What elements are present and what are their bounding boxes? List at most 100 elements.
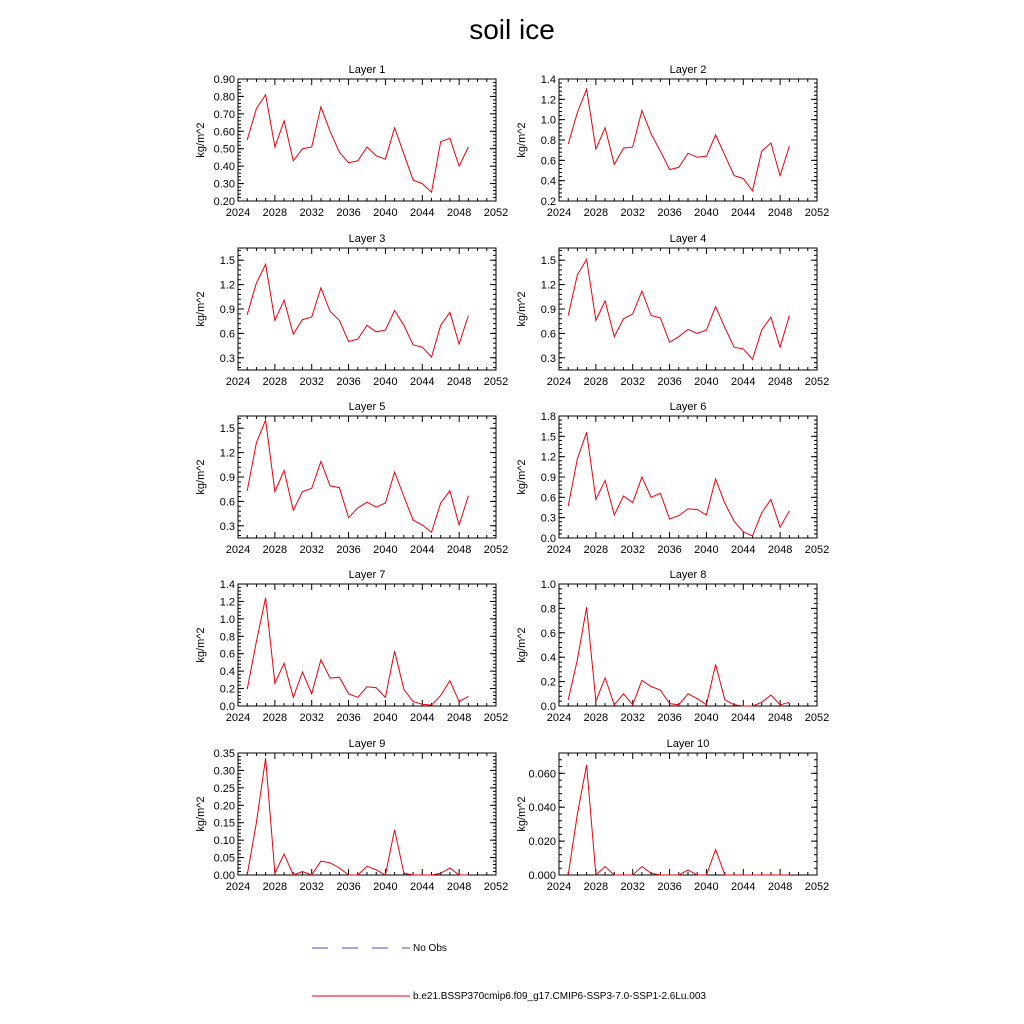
x-tick-label: 2024 (226, 712, 250, 724)
x-tick-label: 2048 (447, 207, 471, 219)
panel-title: Layer 7 (349, 569, 386, 581)
x-tick-label: 2052 (805, 712, 829, 724)
y-tick-label: 0.35 (214, 748, 235, 760)
x-tick-label: 2052 (484, 881, 508, 893)
series-line (567, 257, 790, 361)
chart-panel-8: Layer 8 kg/m^2 2024 2028 2032 2036 2040 2044 204… (516, 569, 829, 724)
y-tick-label: 0.6 (541, 492, 556, 504)
y-axis-label: kg/m^2 (195, 291, 207, 326)
y-axis-label: kg/m^2 (516, 291, 528, 326)
series-line (246, 93, 469, 194)
y-tick-label: 0.9 (220, 304, 235, 316)
panel-title: Layer 8 (670, 569, 707, 581)
y-tick-label: 0.0 (220, 701, 235, 713)
panel-title: Layer 9 (349, 738, 386, 750)
y-tick-label: 0.20 (214, 196, 235, 208)
y-axis-label: kg/m^2 (516, 796, 528, 831)
y-tick-label: 0.2 (541, 196, 556, 208)
plot-frame (558, 415, 818, 539)
series-line (246, 758, 469, 876)
y-tick-label: 0.020 (528, 836, 556, 848)
x-tick-label: 2028 (263, 376, 287, 388)
series-line (567, 432, 790, 537)
x-tick-label: 2048 (768, 207, 792, 219)
x-tick-label: 2040 (373, 207, 397, 219)
x-tick-label: 2032 (299, 544, 323, 556)
y-tick-label: 1.8 (541, 411, 556, 423)
x-tick-label: 2044 (731, 712, 755, 724)
y-tick-label: 0.60 (214, 126, 235, 138)
y-tick-label: 0.3 (220, 353, 235, 365)
y-tick-label: 0.9 (220, 472, 235, 484)
x-tick-label: 2028 (584, 712, 608, 724)
y-tick-label: 0.2 (541, 677, 556, 689)
y-tick-label: 1.5 (541, 431, 556, 443)
series-line (567, 764, 790, 877)
y-tick-label: 0.6 (220, 496, 235, 508)
x-tick-label: 2028 (263, 207, 287, 219)
x-tick-label: 2036 (336, 207, 360, 219)
x-tick-label: 2040 (694, 207, 718, 219)
x-tick-label: 2028 (263, 881, 287, 893)
x-tick-label: 2028 (263, 712, 287, 724)
x-tick-label: 2036 (336, 544, 360, 556)
panel-title: Layer 1 (349, 64, 386, 76)
plot-frame (558, 752, 818, 876)
y-tick-label: 0.20 (214, 800, 235, 812)
y-tick-label: 0.8 (220, 631, 235, 643)
x-tick-label: 2028 (584, 544, 608, 556)
x-tick-label: 2048 (768, 544, 792, 556)
y-tick-label: 0.8 (541, 135, 556, 147)
x-tick-label: 2044 (410, 881, 434, 893)
x-tick-label: 2032 (620, 376, 644, 388)
y-axis-label: kg/m^2 (516, 459, 528, 494)
x-tick-label: 2024 (547, 544, 571, 556)
x-tick-label: 2040 (373, 881, 397, 893)
y-tick-label: 1.2 (541, 280, 556, 292)
x-tick-label: 2052 (484, 207, 508, 219)
x-tick-label: 2024 (226, 376, 250, 388)
x-tick-label: 2044 (731, 376, 755, 388)
plot-frame (558, 247, 818, 371)
y-tick-label: 0.9 (541, 472, 556, 484)
x-tick-label: 2052 (805, 207, 829, 219)
y-tick-label: 0.30 (214, 765, 235, 777)
y-tick-label: 0.040 (528, 802, 556, 814)
y-tick-label: 0.3 (541, 513, 556, 525)
y-tick-label: 0.4 (541, 652, 556, 664)
x-tick-label: 2036 (657, 712, 681, 724)
y-axis-label: kg/m^2 (195, 459, 207, 494)
x-tick-label: 2036 (336, 712, 360, 724)
x-tick-label: 2048 (447, 376, 471, 388)
y-tick-label: 1.2 (541, 94, 556, 106)
chart-panel-1: Layer 1 kg/m^2 2024 2028 2032 2036 2040 2044 204… (195, 64, 508, 219)
chart-panel-5: Layer 5 kg/m^2 2024 2028 2032 2036 2040 2044 204… (195, 401, 508, 556)
y-tick-label: 0.30 (214, 179, 235, 191)
x-tick-label: 2036 (336, 376, 360, 388)
chart-panel-10: Layer 10 kg/m^2 2024 2028 2032 2036 2040 2044 20… (516, 738, 829, 893)
x-tick-label: 2040 (373, 376, 397, 388)
x-tick-label: 2044 (731, 207, 755, 219)
x-tick-label: 2024 (547, 376, 571, 388)
x-tick-label: 2028 (584, 376, 608, 388)
y-tick-label: 0.9 (541, 304, 556, 316)
series-line (246, 262, 469, 358)
x-tick-label: 2032 (620, 544, 644, 556)
y-axis-label: kg/m^2 (516, 627, 528, 662)
y-tick-label: 0.3 (541, 353, 556, 365)
x-tick-label: 2052 (805, 881, 829, 893)
x-tick-label: 2032 (620, 712, 644, 724)
plot-frame (558, 583, 818, 707)
y-tick-label: 0.05 (214, 853, 235, 865)
x-tick-label: 2044 (410, 544, 434, 556)
chart-panel-9: Layer 9 kg/m^2 2024 2028 2032 2036 2040 2044 204… (195, 738, 508, 893)
y-tick-label: 0.4 (220, 666, 235, 678)
x-tick-label: 2052 (805, 544, 829, 556)
chart-panel-7: Layer 7 kg/m^2 2024 2028 2032 2036 2040 2044 204… (195, 569, 508, 724)
y-tick-label: 0.10 (214, 835, 235, 847)
series-line (567, 607, 790, 707)
x-tick-label: 2044 (410, 712, 434, 724)
series-line (246, 597, 469, 706)
y-tick-label: 0.00 (214, 870, 235, 882)
